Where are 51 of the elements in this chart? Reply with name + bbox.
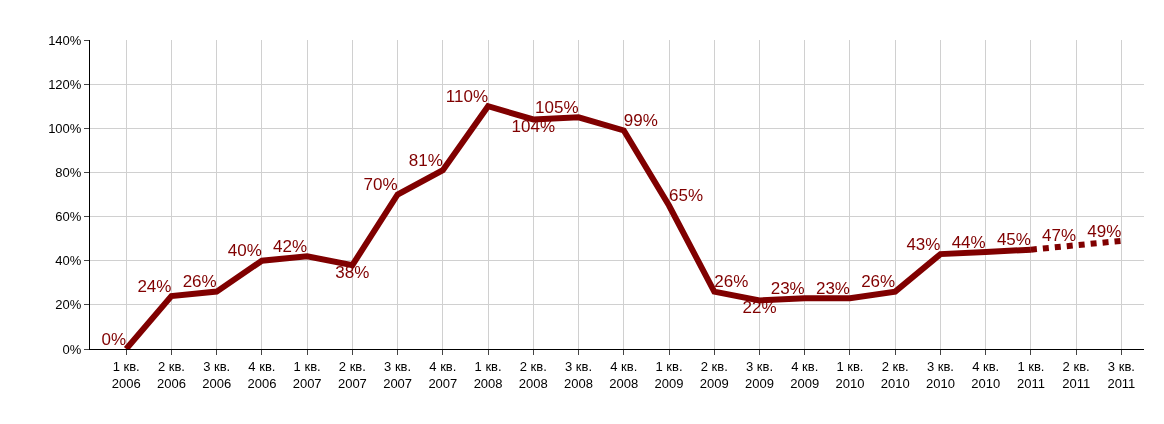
x-tick-label: 2 кв. 2009 [699, 358, 729, 391]
y-tick-label: 0% [62, 341, 82, 357]
data-label: 65% [669, 186, 704, 206]
x-tick-label: 4 кв. 2009 [790, 358, 820, 391]
x-tick-label: 3 кв. 2006 [202, 358, 232, 391]
data-label: 49% [1087, 221, 1122, 241]
data-label: 105% [535, 98, 579, 117]
y-tick-label: 140% [48, 32, 82, 48]
y-tick-label: 40% [55, 253, 82, 269]
x-tick-label: 2 кв. 2006 [156, 358, 186, 391]
x-tick-label: 4 кв. 2006 [247, 358, 277, 391]
data-label: 81% [408, 150, 443, 170]
y-tick-label: 120% [48, 76, 82, 92]
x-tick-label: 4 кв. 2007 [428, 358, 458, 391]
data-label: 43% [906, 234, 941, 254]
y-tick-label: 80% [55, 164, 82, 180]
data-label: 42% [273, 237, 308, 257]
data-label: 23% [815, 278, 850, 298]
x-tick-label: 3 кв. 2008 [564, 358, 594, 391]
x-tick-label: 4 кв. 2010 [971, 358, 1001, 391]
data-label: 26% [182, 272, 217, 292]
data-label: 44% [951, 232, 986, 252]
x-tick-label: 2 кв. 2007 [337, 358, 367, 391]
y-tick-label: 100% [48, 120, 82, 136]
data-label: 47% [1042, 226, 1077, 246]
x-tick-label: 1 кв. 2011 [1016, 358, 1045, 391]
x-tick-label: 3 кв. 2010 [925, 358, 955, 391]
x-tick-label: 1 кв. 2006 [111, 358, 141, 391]
data-label: 24% [137, 276, 172, 296]
y-tick-label: 20% [55, 297, 82, 313]
x-tick-label: 1 кв. 2010 [835, 358, 865, 391]
x-tick-label: 4 кв. 2008 [609, 358, 639, 391]
x-tick-label: 1 кв. 2008 [473, 358, 503, 391]
data-label: 40% [227, 241, 262, 261]
data-label: 99% [623, 111, 658, 131]
x-tick-label: 3 кв. 2007 [383, 358, 413, 391]
y-tick-label: 60% [55, 209, 82, 225]
x-tick-label: 2 кв. 2010 [880, 358, 910, 391]
x-tick-label: 3 кв. 2009 [745, 358, 774, 391]
data-label: 26% [714, 272, 749, 292]
x-tick-label: 1 кв. 2007 [292, 358, 322, 391]
data-label: 26% [861, 272, 896, 292]
x-tick-label: 3 кв. 2011 [1107, 358, 1136, 391]
data-label: 45% [996, 230, 1031, 250]
x-tick-label: 2 кв. 2011 [1062, 358, 1091, 391]
data-label: 0% [101, 329, 127, 349]
data-label: 110% [445, 86, 489, 106]
data-label: 23% [770, 278, 805, 298]
x-tick-label: 1 кв. 2009 [654, 358, 684, 391]
x-tick-label: 2 кв. 2008 [518, 358, 548, 391]
data-label: 70% [363, 175, 398, 195]
